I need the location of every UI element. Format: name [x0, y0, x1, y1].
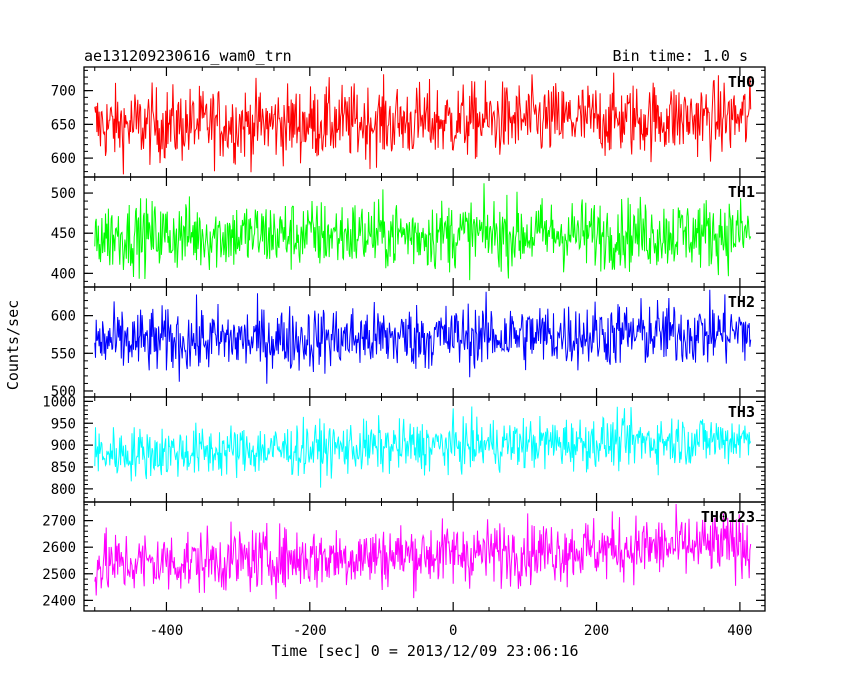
- plot-title-right: Bin time: 1.0 s: [613, 47, 748, 65]
- y-tick-label: 600: [51, 309, 76, 325]
- x-axis-label: Time [sec] 0 = 2013/12/09 23:06:16: [271, 642, 578, 660]
- y-tick-label: 450: [51, 226, 76, 242]
- series-label-th2: TH2: [728, 293, 755, 311]
- series-label-th0123: TH0123: [701, 508, 755, 526]
- y-tick-label: 800: [51, 482, 76, 498]
- x-tick-label: 200: [584, 623, 609, 639]
- y-tick-label: 950: [51, 416, 76, 432]
- y-tick-label: 2700: [42, 514, 76, 530]
- y-tick-label: 500: [51, 384, 76, 400]
- panel-frame-th0123: [83, 501, 766, 612]
- y-tick-label: 1000: [42, 394, 76, 410]
- series-label-th1: TH1: [728, 183, 755, 201]
- y-axis-label: Counts/sec: [4, 300, 22, 390]
- panel-frame-th1: [83, 176, 766, 288]
- x-tick-label: 400: [727, 623, 752, 639]
- series-label-th0: TH0: [728, 73, 755, 91]
- series-label-th3: TH3: [728, 403, 755, 421]
- x-tick-label: 0: [449, 623, 457, 639]
- y-tick-label: 550: [51, 346, 76, 362]
- y-tick-label: 2400: [42, 593, 76, 609]
- y-tick-label: 700: [51, 84, 76, 100]
- series-line-th2: [94, 289, 752, 384]
- y-tick-label: 600: [51, 151, 76, 167]
- series-line-th3: [94, 406, 752, 488]
- y-tick-label: 850: [51, 460, 76, 476]
- y-tick-label: 400: [51, 266, 76, 282]
- panels: 600 650 700 TH0 400 450 500 TH1 500 550 600 TH2 800 8…: [42, 66, 766, 639]
- y-tick-label: 650: [51, 117, 76, 133]
- series-line-th0: [94, 72, 752, 175]
- series-line-th1: [94, 183, 752, 281]
- y-tick-label: 2600: [42, 540, 76, 556]
- y-tick-label: 2500: [42, 567, 76, 583]
- x-tick-label: -200: [293, 623, 327, 639]
- y-tick-label: 500: [51, 186, 76, 202]
- y-tick-label: 900: [51, 438, 76, 454]
- plot-title-left: ae131209230616_wam0_trn: [84, 47, 292, 65]
- x-tick-label: -400: [150, 623, 184, 639]
- series-line-th0123: [94, 503, 752, 600]
